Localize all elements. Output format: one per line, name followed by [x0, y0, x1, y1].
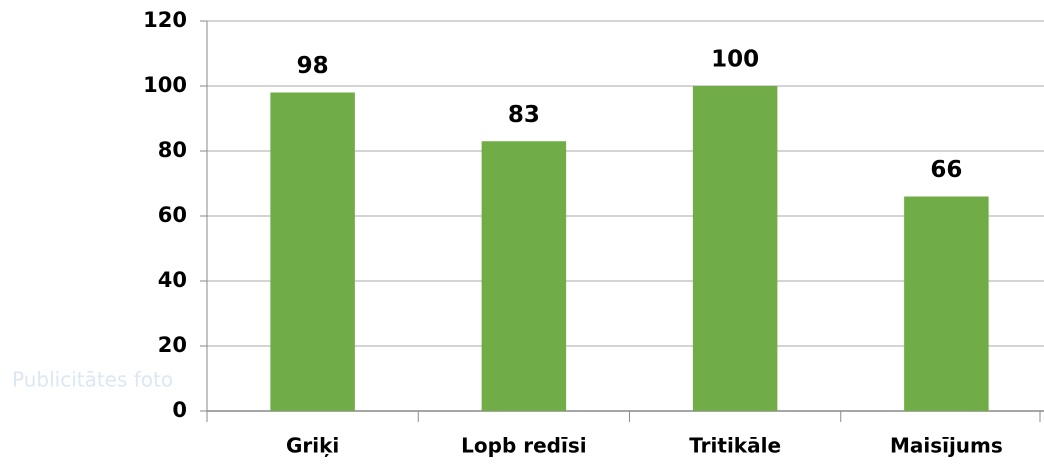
- value-label: 83: [508, 102, 540, 128]
- value-label: 66: [930, 157, 962, 183]
- x-tick-label: Griķi: [286, 434, 339, 458]
- x-tick-label: Maisījums: [890, 434, 1003, 458]
- y-tick-label: 0: [172, 398, 187, 422]
- y-tick-label: 20: [158, 333, 187, 357]
- value-label: 98: [297, 53, 329, 79]
- x-tick-label: Tritikāle: [689, 434, 781, 458]
- watermark: Publicitātes foto: [12, 368, 173, 392]
- bar: [692, 86, 778, 411]
- y-tick-label: 80: [158, 138, 187, 162]
- y-tick-label: 40: [158, 268, 187, 292]
- y-tick-label: 60: [158, 203, 187, 227]
- y-tick-label: 100: [143, 73, 187, 97]
- bar: [270, 92, 355, 411]
- value-label: 100: [711, 47, 759, 73]
- bar: [904, 196, 989, 411]
- bar: [481, 141, 567, 411]
- x-tick-label: Lopb redīsi: [461, 434, 586, 458]
- y-tick-label: 120: [143, 8, 187, 32]
